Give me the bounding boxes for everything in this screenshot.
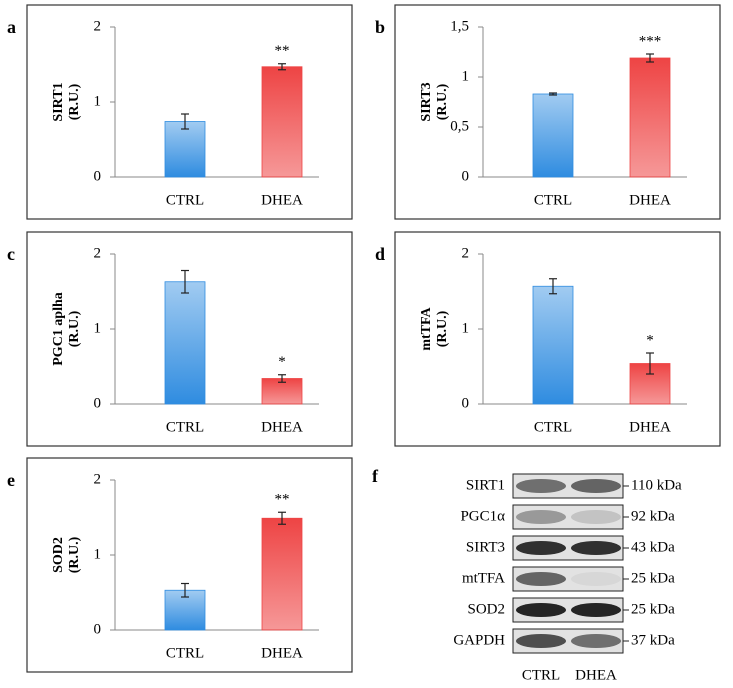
significance: ** [275,492,290,508]
size-label: 37 kDa [631,632,675,648]
significance: ** [275,43,290,59]
size-label: 110 kDa [631,477,682,493]
size-label: 25 kDa [631,601,675,617]
blot-strip [512,504,624,530]
error-bar [549,278,557,295]
blot-band [571,541,621,555]
bar [629,57,671,178]
y-tick-label: 1,5 [450,18,469,34]
y-tick-label: 1 [94,320,102,336]
blot-band [516,572,566,586]
lane-label: CTRL [522,667,560,683]
y-axis-unit: (R.U.) [67,310,82,347]
blot-band [571,479,621,493]
x-tick-label: DHEA [261,419,303,435]
panel-frame [26,457,353,673]
blot-band [571,603,621,617]
error-bar [181,113,189,130]
y-tick-label: 0 [462,168,470,184]
panel-frame [26,4,353,220]
x-tick-label: DHEA [261,645,303,661]
error-bar [181,582,189,598]
panel-letter: d [375,244,385,264]
y-axis-unit: (R.U.) [67,536,82,573]
blot-band [571,634,621,648]
bar [261,517,303,631]
error-bar [646,352,654,375]
x-tick-label: DHEA [629,192,671,208]
y-tick-label: 2 [94,18,102,34]
error-bar [646,53,654,63]
bar [532,285,574,405]
bar [164,281,206,405]
y-tick-label: 0,5 [450,118,469,134]
panel-letter: e [7,470,15,490]
error-bar [278,374,286,383]
blot-band [516,479,566,493]
significance: * [278,354,286,370]
blot-band [516,603,566,617]
y-axis-label: mtTFA [419,306,434,350]
y-axis-label: SOD2 [51,537,66,573]
y-tick-label: 1 [462,320,470,336]
y-axis-unit: (R.U.) [435,83,450,120]
x-tick-label: CTRL [534,419,572,435]
bar [532,93,574,178]
protein-label: SOD2 [467,601,505,617]
blot-band [516,510,566,524]
y-tick-label: 1 [462,68,470,84]
size-label: 43 kDa [631,539,675,555]
y-tick-label: 2 [94,471,102,487]
size-label: 92 kDa [631,508,675,524]
protein-label: GAPDH [453,632,505,648]
protein-label: PGC1α [460,508,505,524]
y-axis-label: PGC1 aplha [51,292,66,366]
bar [261,66,303,178]
blot-band [516,634,566,648]
error-bar [549,92,557,96]
blot-band [571,572,621,586]
x-tick-label: CTRL [166,192,204,208]
y-tick-label: 0 [94,621,102,637]
blot-band [516,541,566,555]
x-tick-label: CTRL [534,192,572,208]
panel-letter: a [7,17,16,37]
x-tick-label: CTRL [166,419,204,435]
y-tick-label: 0 [462,395,470,411]
protein-label: SIRT1 [466,477,505,493]
y-tick-label: 1 [94,546,102,562]
panel-frame [26,231,353,447]
panel-letter: f [372,466,379,486]
error-bar [278,511,286,525]
y-tick-label: 2 [94,245,102,261]
panel-frame [394,231,721,447]
panel-letter: c [7,244,15,264]
y-axis-label: SIRT1 [51,82,66,121]
x-tick-label: DHEA [261,192,303,208]
error-bar [181,269,189,294]
lane-label: DHEA [575,667,617,683]
protein-label: mtTFA [462,570,505,586]
y-tick-label: 2 [462,245,470,261]
y-tick-label: 0 [94,168,102,184]
y-tick-label: 0 [94,395,102,411]
protein-label: SIRT3 [466,539,505,555]
blot-band [571,510,621,524]
significance: *** [639,33,662,49]
bar [164,121,206,178]
x-tick-label: CTRL [166,645,204,661]
y-tick-label: 1 [94,93,102,109]
panel-letter: b [375,17,385,37]
y-axis-unit: (R.U.) [435,310,450,347]
panel-frame [394,4,721,220]
error-bar [278,63,286,71]
significance: * [646,332,654,348]
size-label: 25 kDa [631,570,675,586]
y-axis-unit: (R.U.) [67,83,82,120]
y-axis-label: SIRT3 [419,82,434,121]
x-tick-label: DHEA [629,419,671,435]
